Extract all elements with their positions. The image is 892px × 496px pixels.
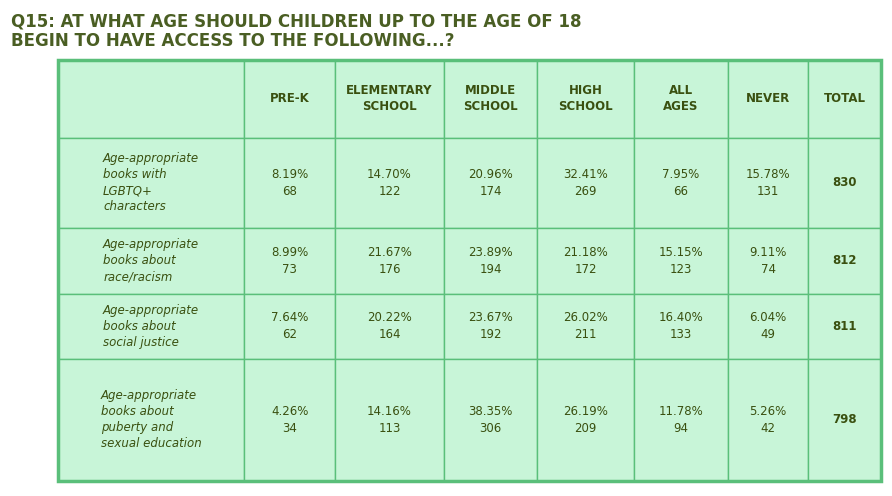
Bar: [244, 359, 335, 481]
Text: TOTAL: TOTAL: [824, 92, 866, 105]
Text: 5.26%
42: 5.26% 42: [749, 405, 787, 435]
Text: 6.04%
49: 6.04% 49: [749, 311, 787, 341]
Bar: [728, 359, 808, 481]
Bar: [335, 60, 443, 137]
Bar: [244, 294, 335, 359]
Text: 15.15%
123: 15.15% 123: [659, 246, 704, 276]
Bar: [537, 359, 634, 481]
Text: 26.19%
209: 26.19% 209: [564, 405, 608, 435]
Bar: [634, 359, 728, 481]
Bar: [537, 294, 634, 359]
Text: BEGIN TO HAVE ACCESS TO THE FOLLOWING...?: BEGIN TO HAVE ACCESS TO THE FOLLOWING...…: [11, 32, 454, 50]
Bar: [537, 228, 634, 294]
Bar: [443, 228, 537, 294]
Text: 16.40%
133: 16.40% 133: [658, 311, 704, 341]
Bar: [58, 359, 244, 481]
Bar: [808, 294, 881, 359]
Text: 20.96%
174: 20.96% 174: [468, 168, 513, 198]
Text: Age-appropriate
books about
puberty and
sexual education: Age-appropriate books about puberty and …: [101, 389, 202, 450]
Bar: [58, 60, 244, 137]
Bar: [537, 60, 634, 137]
Bar: [808, 137, 881, 228]
Bar: [335, 137, 443, 228]
Text: 8.19%
68: 8.19% 68: [271, 168, 309, 198]
Bar: [335, 228, 443, 294]
Bar: [244, 137, 335, 228]
Bar: [443, 359, 537, 481]
Bar: [728, 60, 808, 137]
Text: 20.22%
164: 20.22% 164: [368, 311, 412, 341]
Text: 11.78%
94: 11.78% 94: [658, 405, 704, 435]
Bar: [537, 137, 634, 228]
Bar: [244, 228, 335, 294]
Text: Age-appropriate
books about
social justice: Age-appropriate books about social justi…: [103, 304, 199, 349]
Bar: [634, 228, 728, 294]
Text: Age-appropriate
books with
LGBTQ+
characters: Age-appropriate books with LGBTQ+ charac…: [103, 152, 199, 213]
Bar: [634, 60, 728, 137]
Text: MIDDLE
SCHOOL: MIDDLE SCHOOL: [463, 84, 517, 113]
Text: 4.26%
34: 4.26% 34: [271, 405, 309, 435]
Text: HIGH
SCHOOL: HIGH SCHOOL: [558, 84, 613, 113]
Bar: [634, 294, 728, 359]
Text: 812: 812: [832, 254, 857, 267]
Bar: [244, 60, 335, 137]
Bar: [58, 60, 881, 481]
Bar: [808, 60, 881, 137]
Text: 9.11%
74: 9.11% 74: [749, 246, 787, 276]
Text: 38.35%
306: 38.35% 306: [468, 405, 513, 435]
Text: 23.89%
194: 23.89% 194: [468, 246, 513, 276]
Text: 14.16%
113: 14.16% 113: [367, 405, 412, 435]
Text: 21.67%
176: 21.67% 176: [367, 246, 412, 276]
Bar: [58, 294, 244, 359]
Text: PRE-K: PRE-K: [270, 92, 310, 105]
Text: 23.67%
192: 23.67% 192: [468, 311, 513, 341]
Bar: [443, 294, 537, 359]
Bar: [728, 294, 808, 359]
Bar: [58, 228, 244, 294]
Text: ELEMENTARY
SCHOOL: ELEMENTARY SCHOOL: [346, 84, 433, 113]
Bar: [728, 137, 808, 228]
Bar: [443, 60, 537, 137]
Text: 14.70%
122: 14.70% 122: [368, 168, 412, 198]
Text: 32.41%
269: 32.41% 269: [564, 168, 608, 198]
Bar: [335, 359, 443, 481]
Text: 830: 830: [832, 177, 857, 189]
Text: 7.64%
62: 7.64% 62: [271, 311, 309, 341]
Text: 26.02%
211: 26.02% 211: [564, 311, 608, 341]
Text: ALL
AGES: ALL AGES: [664, 84, 698, 113]
Text: 811: 811: [832, 320, 857, 333]
Bar: [335, 294, 443, 359]
Text: 15.78%
131: 15.78% 131: [746, 168, 790, 198]
Bar: [808, 228, 881, 294]
Bar: [634, 137, 728, 228]
Bar: [443, 137, 537, 228]
Text: 7.95%
66: 7.95% 66: [663, 168, 699, 198]
Text: NEVER: NEVER: [746, 92, 790, 105]
Bar: [728, 228, 808, 294]
Text: Q15: AT WHAT AGE SHOULD CHILDREN UP TO THE AGE OF 18: Q15: AT WHAT AGE SHOULD CHILDREN UP TO T…: [11, 12, 582, 30]
Text: Age-appropriate
books about
race/racism: Age-appropriate books about race/racism: [103, 239, 199, 283]
Text: 8.99%
73: 8.99% 73: [271, 246, 309, 276]
Bar: [808, 359, 881, 481]
Text: 21.18%
172: 21.18% 172: [564, 246, 608, 276]
Text: 798: 798: [832, 414, 857, 427]
Bar: [58, 137, 244, 228]
